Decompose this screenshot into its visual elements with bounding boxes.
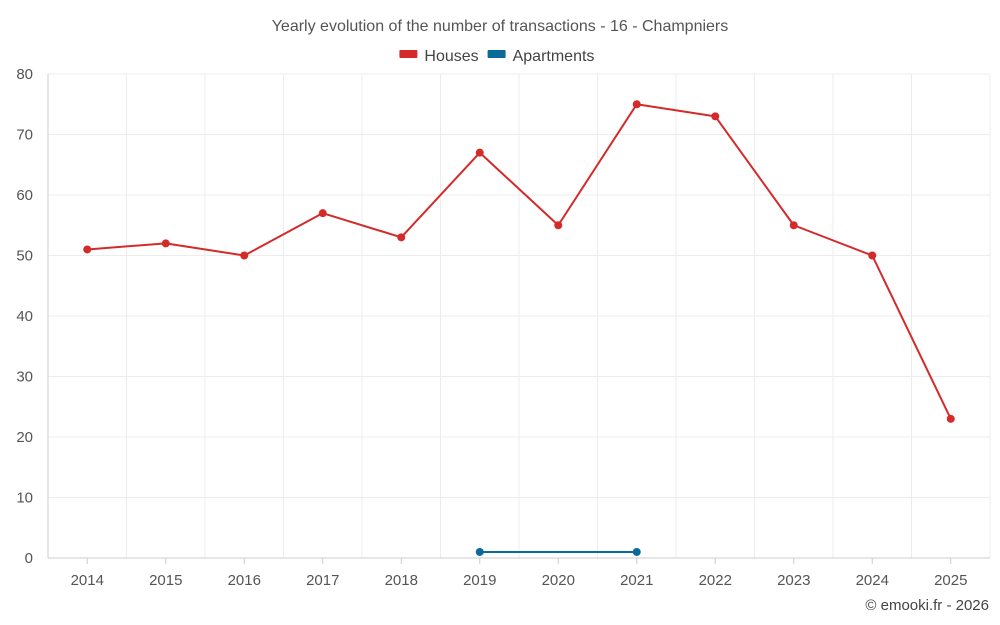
x-tick-label: 2015 xyxy=(149,572,182,589)
legend: Houses Apartments xyxy=(399,48,594,65)
x-tick-label: 2022 xyxy=(699,572,732,589)
series-houses xyxy=(83,100,955,423)
data-point xyxy=(946,414,955,423)
data-point xyxy=(397,233,406,242)
x-tick-label: 2021 xyxy=(620,572,653,589)
series-line xyxy=(87,103,952,420)
y-tick-label: 50 xyxy=(16,248,33,265)
plot-area xyxy=(83,100,955,556)
data-point xyxy=(161,239,170,248)
series-apartments xyxy=(475,547,641,556)
y-tick-label: 30 xyxy=(16,369,33,386)
x-tick-label: 2017 xyxy=(306,572,339,589)
x-tick-label: 2019 xyxy=(463,572,496,589)
data-point xyxy=(711,112,720,121)
x-tick-label: 2024 xyxy=(856,572,889,589)
legend-swatch-houses xyxy=(399,50,418,58)
data-point xyxy=(475,148,484,157)
data-point xyxy=(554,221,563,230)
grid xyxy=(47,73,991,559)
y-tick-label: 20 xyxy=(16,429,33,446)
legend-label-houses: Houses xyxy=(424,48,478,65)
data-point xyxy=(83,245,92,254)
data-point xyxy=(632,547,641,556)
x-tick-label: 2025 xyxy=(934,572,967,589)
y-tick-label: 60 xyxy=(16,187,33,204)
chart-title: Yearly evolution of the number of transa… xyxy=(272,18,729,35)
y-tick-label: 10 xyxy=(16,490,33,507)
credit: © emooki.fr - 2026 xyxy=(865,597,989,614)
legend-swatch-apartments xyxy=(487,50,506,58)
x-tick-label: 2020 xyxy=(542,572,575,589)
y-tick-label: 0 xyxy=(25,550,33,567)
legend-label-apartments: Apartments xyxy=(513,48,595,65)
x-axis: 2014 2015 2016 2017 2018 2019 2020 2021 2022 2023… xyxy=(71,558,967,589)
data-point xyxy=(475,547,484,556)
x-tick-label: 2023 xyxy=(777,572,810,589)
x-tick-label: 2014 xyxy=(71,572,104,589)
y-tick-label: 80 xyxy=(16,66,33,83)
data-point xyxy=(318,209,327,218)
data-point xyxy=(240,251,249,260)
x-tick-label: 2016 xyxy=(228,572,261,589)
data-point xyxy=(632,100,641,109)
y-axis: 0 10 20 30 40 50 60 70 80 xyxy=(16,66,33,567)
data-point xyxy=(789,221,798,230)
y-tick-label: 70 xyxy=(16,127,33,144)
y-tick-label: 40 xyxy=(16,308,33,325)
x-tick-label: 2018 xyxy=(385,572,418,589)
data-point xyxy=(868,251,877,260)
